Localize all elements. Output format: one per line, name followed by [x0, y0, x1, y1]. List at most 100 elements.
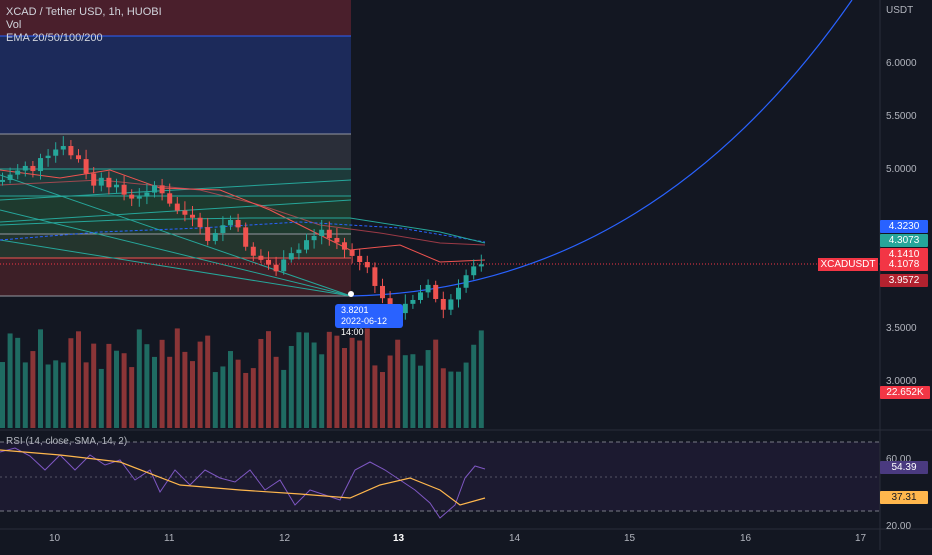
candle-body — [60, 146, 66, 150]
volume-bar — [129, 367, 135, 428]
candle-body — [448, 299, 454, 310]
fib-zone-red — [0, 258, 351, 296]
candle-body — [98, 177, 104, 186]
volume-bar — [83, 362, 89, 428]
time-axis-tick: 13 — [393, 533, 405, 544]
volume-bar — [38, 329, 43, 428]
volume-bar — [114, 350, 119, 428]
fan-line — [0, 179, 352, 201]
candle-body — [228, 219, 233, 226]
price-tag-ema-teal: 4.3073 — [880, 234, 928, 247]
candle-body — [296, 249, 302, 254]
candle-body — [144, 192, 150, 197]
candle-body — [53, 149, 59, 156]
ema-line — [0, 217, 486, 244]
candle-body — [38, 158, 43, 172]
rsi-legend[interactable]: RSI (14, close, SMA, 14, 2) — [6, 436, 128, 447]
anchor-point[interactable] — [348, 291, 354, 297]
volume-bar — [463, 362, 469, 428]
volume-bar — [243, 372, 249, 428]
price-axis-tick: 3.0000 — [886, 376, 917, 387]
volume-bar — [159, 339, 165, 428]
price-tag-last: 4.1078 — [880, 258, 928, 271]
volume-bar — [98, 368, 104, 428]
candle-body — [380, 285, 385, 299]
candle-body — [68, 146, 74, 156]
candle-body — [250, 246, 256, 256]
candle-body — [121, 184, 127, 195]
volume-bar — [174, 328, 180, 428]
fan-line — [0, 174, 352, 297]
candle-body — [456, 287, 461, 300]
candle-body — [190, 214, 195, 218]
candle-body — [182, 210, 188, 215]
time-axis-tick: 10 — [49, 533, 61, 544]
symbol-title[interactable]: XCAD / Tether USD, 1h, HUOBI — [6, 6, 162, 18]
rsi-sma-tag: 37.31 — [880, 491, 928, 504]
price-tag-ema-red: 4.1410 — [880, 248, 928, 261]
candle-body — [159, 185, 165, 194]
candle-body — [304, 240, 309, 250]
rsi-sma-line — [0, 449, 486, 506]
candle-body — [152, 185, 157, 193]
ema-label[interactable]: EMA 20/50/100/200 — [6, 32, 103, 44]
volume-bar — [205, 335, 211, 428]
candle-body — [372, 267, 378, 286]
candle-body — [15, 170, 21, 175]
ema-line — [0, 221, 486, 243]
volume-bar — [0, 362, 5, 428]
tooltip-date: 2022-06-12 14:00 — [341, 316, 388, 337]
candle-body — [30, 165, 36, 172]
volume-bar — [304, 332, 309, 428]
price-axis-currency: USDT — [886, 5, 914, 16]
volume-bar — [410, 354, 416, 428]
anchor-tooltip: 3.8201 2022-06-12 14:00 — [335, 304, 403, 337]
fan-line — [0, 239, 352, 297]
candle-body — [410, 299, 416, 304]
candle-body — [197, 217, 203, 228]
volume-bar — [212, 372, 218, 428]
candle-body — [0, 179, 5, 182]
candle-body — [440, 298, 446, 310]
volume-bar — [364, 328, 370, 428]
candle-body — [319, 229, 325, 236]
candle-body — [22, 165, 28, 171]
candle-body — [281, 259, 287, 272]
tooltip-value: 3.8201 — [341, 305, 369, 315]
time-axis-tick: 15 — [624, 533, 636, 544]
candle-body — [433, 284, 439, 299]
volume-bar — [7, 333, 13, 428]
vol-label[interactable]: Vol — [6, 19, 22, 31]
candle-body — [288, 253, 294, 260]
volume-bar — [402, 355, 408, 428]
price-axis-tick: 5.5000 — [886, 111, 917, 122]
candle-body — [129, 194, 135, 199]
volume-bar — [258, 338, 264, 428]
fib-zone-blue — [0, 36, 351, 134]
volume-bar — [319, 354, 325, 428]
fib-zone-top — [0, 0, 351, 36]
candle-body — [83, 159, 89, 174]
candle-body — [7, 174, 13, 180]
candle-body — [463, 275, 469, 288]
symbol-tag: XCADUSDT — [818, 258, 878, 271]
candle-body — [273, 264, 279, 272]
volume-bar — [471, 344, 477, 428]
candle-body — [220, 225, 226, 234]
volume-bar — [456, 371, 461, 428]
volume-bar — [418, 365, 423, 428]
volume-bar — [167, 356, 173, 428]
time-axis-tick: 17 — [855, 533, 867, 544]
price-axis-tick: 6.0000 — [886, 58, 917, 69]
candle-body — [136, 196, 142, 199]
time-axis-tick: 12 — [279, 533, 291, 544]
candle-body — [205, 227, 211, 241]
volume-bar — [349, 337, 355, 428]
volume-bar — [30, 351, 36, 428]
candle-body — [478, 264, 484, 267]
volume-bar — [197, 341, 203, 428]
volume-bar — [136, 329, 142, 428]
time-axis-tick: 11 — [164, 533, 175, 544]
